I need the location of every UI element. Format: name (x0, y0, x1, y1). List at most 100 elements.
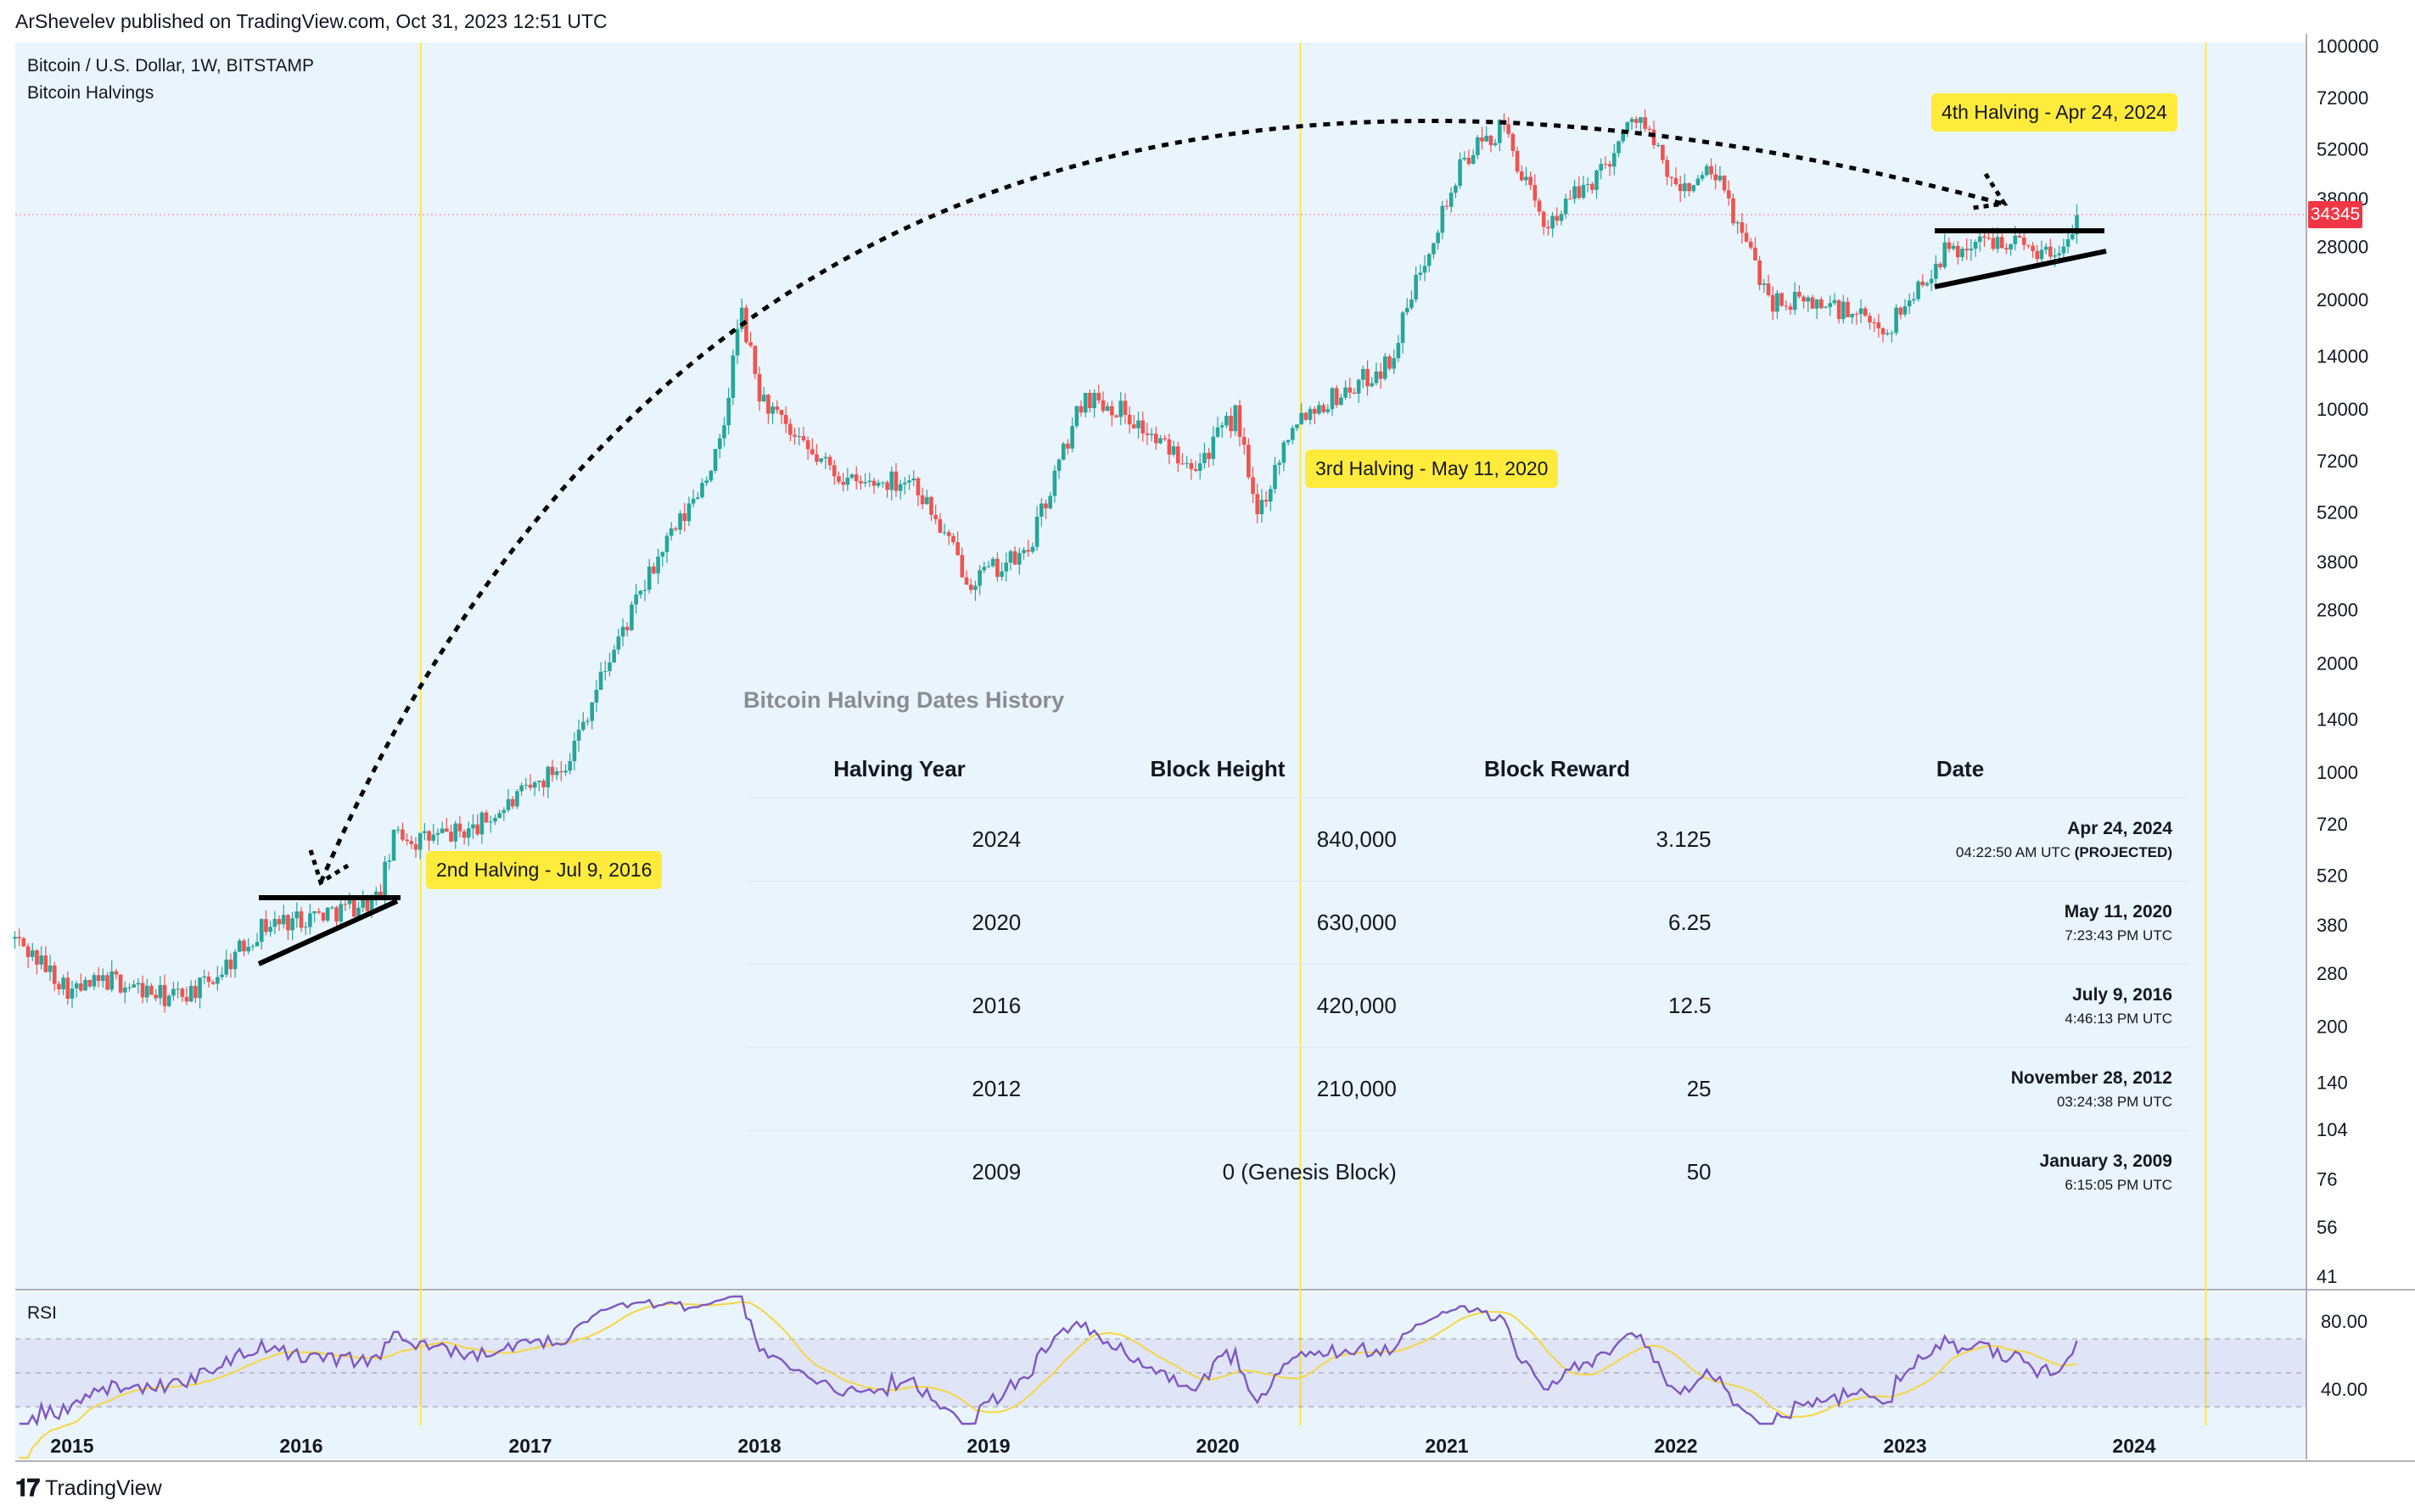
candle-body (2004, 248, 2009, 250)
candle-body (775, 406, 780, 411)
candle-body (166, 995, 171, 1006)
candle-body (1061, 443, 1066, 460)
candle-body (149, 985, 154, 995)
candle-body (210, 982, 216, 984)
candle-body (158, 984, 163, 999)
header-halving-year: Halving Year (833, 755, 966, 781)
candle-body (220, 974, 224, 977)
date-time: 4:46:13 PM UTC (2065, 1010, 2172, 1027)
candle-body (1920, 281, 1925, 286)
candle-body (1400, 312, 1405, 344)
candle-body (347, 899, 352, 904)
candle-body (1647, 128, 1652, 130)
candle-body (1092, 393, 1096, 409)
candle-body (810, 449, 815, 455)
candle-body (378, 891, 383, 897)
candle-body (1034, 516, 1039, 547)
candle-body (576, 730, 581, 741)
candle-body (1929, 278, 1934, 283)
candle-body (1330, 388, 1335, 410)
candle-body (656, 556, 660, 574)
candle-body (250, 946, 255, 948)
candle-body (140, 983, 145, 998)
candle-body (1814, 299, 1819, 309)
candle-body (871, 480, 877, 486)
date-time: 03:24:38 PM UTC (2056, 1093, 2172, 1110)
candle-body (1211, 436, 1216, 459)
candle-body (581, 721, 586, 731)
candle-body (515, 791, 519, 807)
candle-body (206, 976, 211, 983)
candle-body (1695, 178, 1701, 186)
candle-body (405, 839, 409, 842)
cell-date: January 3, 2009 6:15:05 PM UTC (1712, 1151, 2189, 1194)
candle-body (731, 355, 736, 398)
candle-body (1396, 343, 1401, 359)
candle-body (417, 832, 423, 850)
rsi-line (19, 1295, 2078, 1427)
candle-body (1581, 184, 1586, 199)
candle-body (467, 828, 471, 838)
rsi-label[interactable]: RSI (27, 1303, 58, 1323)
candle-body (1462, 157, 1467, 160)
candle-body (198, 977, 202, 999)
y-tick-label: 140 (2317, 1072, 2348, 1094)
date-time: 04:22:50 AM UTC (1955, 843, 2071, 860)
candle-body (1056, 459, 1062, 471)
candle-body (1639, 117, 1643, 123)
cell-height: 420,000 (1316, 993, 1397, 1018)
candle-body (79, 983, 83, 991)
candle-body (916, 478, 921, 496)
candle-body (510, 798, 515, 807)
candle-body (933, 514, 938, 519)
candle-body (1171, 446, 1176, 455)
candle-body (524, 784, 529, 786)
candle-body (1317, 405, 1321, 414)
candle-body (1991, 238, 1996, 249)
candle-body (1643, 117, 1647, 129)
x-tick-label: 2022 (1654, 1435, 1697, 1457)
candle-body (1476, 137, 1480, 155)
candle-body (1004, 563, 1009, 572)
tradingview-logo[interactable]: 𝟏𝟕 TradingView (15, 1475, 162, 1503)
candle-body (2048, 246, 2053, 257)
candle-body (1766, 283, 1771, 295)
candle-body (242, 940, 246, 952)
candle-body (898, 484, 903, 491)
indicator-title[interactable]: Bitcoin Halvings (27, 83, 154, 103)
candle-body (1454, 185, 1458, 193)
candle-body (1665, 160, 1669, 177)
halving-table: Halving Year Block Height Block Reward D… (747, 740, 2189, 1213)
symbol-title[interactable]: Bitcoin / U.S. Dollar, 1W, BITSTAMP (27, 56, 315, 76)
cell-reward: 12.5 (1668, 993, 1712, 1018)
candle-body (330, 907, 334, 909)
candle-body (1740, 222, 1745, 233)
candle-body (2039, 249, 2044, 260)
y-tick-label: 1000 (2317, 762, 2358, 783)
candle-body (1404, 307, 1409, 313)
date-main: July 9, 2016 (2072, 984, 2172, 1005)
candle-body (1264, 500, 1269, 502)
candle-body (779, 410, 784, 416)
candle-body (1717, 176, 1723, 181)
candle-body (1448, 193, 1454, 207)
candle-body (1546, 227, 1550, 229)
candle-body (445, 828, 449, 832)
candle-body (946, 532, 951, 536)
y-tick-label: 76 (2317, 1168, 2337, 1190)
candle-body (2053, 255, 2057, 257)
candle-body (1290, 428, 1295, 440)
candle-body (1295, 424, 1299, 428)
table-header-row: Halving Year Block Height Block Reward D… (747, 740, 2189, 798)
candle-body (401, 829, 405, 840)
candle-body (1110, 406, 1114, 416)
candle-body (1683, 182, 1687, 192)
candle-body (1008, 551, 1013, 563)
candle-body (1880, 328, 1885, 335)
candle-body (739, 307, 744, 329)
y-tick-label: 5200 (2317, 502, 2358, 524)
y-tick-label: 3800 (2317, 552, 2358, 573)
candle-body (691, 498, 696, 504)
x-tick-label: 2019 (967, 1435, 1010, 1457)
candle-body (193, 985, 198, 999)
